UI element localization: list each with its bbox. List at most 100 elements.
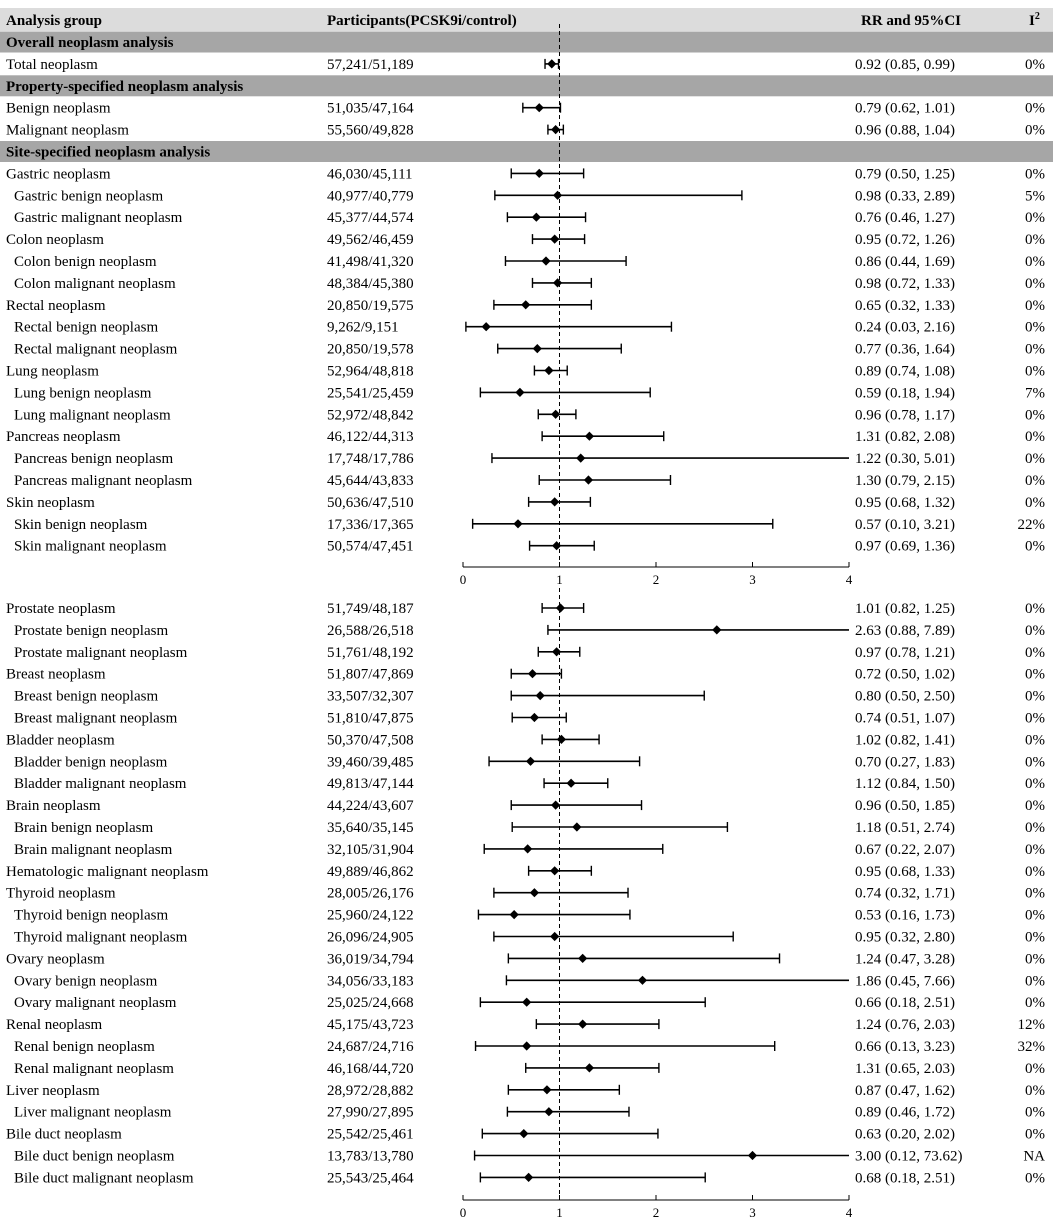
row-i2: 0% bbox=[1025, 864, 1045, 880]
point-estimate-marker bbox=[541, 256, 551, 266]
row-label: Renal benign neoplasm bbox=[14, 1039, 155, 1055]
row-rr-ci: 0.57 (0.10, 3.21) bbox=[855, 517, 955, 533]
row-rr-ci: 0.86 (0.44, 1.69) bbox=[855, 254, 955, 270]
point-estimate-marker bbox=[522, 997, 532, 1007]
forest-row: Rectal malignant neoplasm 20,850/19,578 0.… bbox=[14, 342, 1045, 358]
row-label: Pancreas benign neoplasm bbox=[14, 451, 173, 467]
row-participants: 51,035/47,164 bbox=[327, 101, 414, 117]
row-i2: 12% bbox=[1018, 1017, 1046, 1033]
row-rr-ci: 0.66 (0.13, 3.23) bbox=[855, 1039, 955, 1055]
row-label: Bladder neoplasm bbox=[6, 732, 115, 748]
row-i2: 0% bbox=[1025, 298, 1045, 314]
row-participants: 35,640/35,145 bbox=[327, 820, 414, 836]
row-label: Lung malignant neoplasm bbox=[14, 407, 171, 423]
row-rr-ci: 0.74 (0.51, 1.07) bbox=[855, 711, 955, 727]
row-i2: 0% bbox=[1025, 973, 1045, 989]
row-label: Skin malignant neoplasm bbox=[14, 539, 167, 555]
forest-panel-1: Overall neoplasm analysis Total neoplasm 5… bbox=[0, 24, 1053, 587]
row-i2: 0% bbox=[1025, 1127, 1045, 1143]
row-label: Benign neoplasm bbox=[6, 101, 111, 117]
row-label: Gastric benign neoplasm bbox=[14, 188, 163, 204]
row-participants: 44,224/43,607 bbox=[327, 798, 414, 814]
row-rr-ci: 1.31 (0.82, 2.08) bbox=[855, 429, 955, 445]
point-estimate-marker bbox=[544, 1107, 554, 1117]
row-i2: 7% bbox=[1025, 385, 1045, 401]
point-estimate-marker bbox=[712, 625, 722, 635]
forest-row: Thyroid benign neoplasm 25,960/24,122 0.53… bbox=[14, 908, 1045, 924]
forest-row: Breast malignant neoplasm 51,810/47,875 0.… bbox=[14, 711, 1045, 727]
forest-row: Lung neoplasm 52,964/48,818 0.89 (0.74, 1.… bbox=[6, 364, 1045, 380]
point-estimate-marker bbox=[481, 322, 491, 332]
forest-row: Gastric benign neoplasm 40,977/40,779 0.98… bbox=[14, 188, 1045, 204]
row-label: Rectal neoplasm bbox=[6, 298, 106, 314]
row-participants: 50,370/47,508 bbox=[327, 732, 414, 748]
forest-row: Colon benign neoplasm 41,498/41,320 0.86 (… bbox=[14, 254, 1045, 270]
forest-row: Breast neoplasm 51,807/47,869 0.72 (0.50, … bbox=[6, 667, 1045, 683]
point-estimate-marker bbox=[552, 190, 563, 200]
forest-row: Gastric neoplasm 46,030/45,111 0.79 (0.50,… bbox=[6, 166, 1045, 182]
forest-row: Ovary neoplasm 36,019/34,794 1.24 (0.47, 3… bbox=[6, 951, 1045, 967]
row-i2: 0% bbox=[1025, 451, 1045, 467]
row-rr-ci: 0.95 (0.68, 1.32) bbox=[855, 495, 955, 511]
row-rr-ci: 0.95 (0.72, 1.26) bbox=[855, 232, 955, 248]
x-tick-label: 0 bbox=[460, 1205, 467, 1220]
forest-row: Total neoplasm 57,241/51,189 0.92 (0.85, 0… bbox=[6, 57, 1045, 73]
row-i2: 0% bbox=[1025, 798, 1045, 814]
row-rr-ci: 0.96 (0.78, 1.17) bbox=[855, 407, 955, 423]
row-rr-ci: 1.22 (0.30, 5.01) bbox=[855, 451, 955, 467]
row-label: Ovary benign neoplasm bbox=[14, 973, 158, 989]
row-i2: 0% bbox=[1025, 951, 1045, 967]
point-estimate-marker bbox=[535, 691, 545, 701]
row-participants: 49,562/46,459 bbox=[327, 232, 414, 248]
row-i2: NA bbox=[1023, 1149, 1045, 1165]
point-estimate-marker bbox=[524, 1172, 534, 1182]
row-rr-ci: 0.66 (0.18, 2.51) bbox=[855, 995, 955, 1011]
row-participants: 49,813/47,144 bbox=[327, 776, 414, 792]
row-label: Rectal benign neoplasm bbox=[14, 320, 158, 336]
row-i2: 0% bbox=[1025, 473, 1045, 489]
point-estimate-marker bbox=[583, 475, 594, 485]
row-label: Ovary neoplasm bbox=[6, 951, 105, 967]
forest-row: Colon malignant neoplasm 48,384/45,380 0.9… bbox=[14, 276, 1045, 292]
row-participants: 45,644/43,833 bbox=[327, 473, 414, 489]
point-estimate-marker bbox=[550, 234, 560, 244]
row-rr-ci: 0.87 (0.47, 1.62) bbox=[855, 1083, 955, 1099]
row-rr-ci: 1.86 (0.45, 7.66) bbox=[855, 973, 955, 989]
row-rr-ci: 3.00 (0.12, 73.62) bbox=[855, 1149, 963, 1165]
row-label: Gastric malignant neoplasm bbox=[14, 210, 183, 226]
row-i2: 0% bbox=[1025, 842, 1045, 858]
row-i2: 0% bbox=[1025, 1170, 1045, 1186]
point-estimate-marker bbox=[552, 278, 563, 288]
point-estimate-marker bbox=[556, 734, 567, 744]
forest-row: Prostate benign neoplasm 26,588/26,518 2.6… bbox=[14, 623, 1045, 639]
row-participants: 46,030/45,111 bbox=[327, 166, 413, 182]
row-participants: 17,748/17,786 bbox=[327, 451, 414, 467]
row-rr-ci: 0.98 (0.72, 1.33) bbox=[855, 276, 955, 292]
point-estimate-marker bbox=[584, 431, 595, 441]
row-i2: 0% bbox=[1025, 711, 1045, 727]
row-i2: 0% bbox=[1025, 101, 1045, 117]
row-i2: 0% bbox=[1025, 886, 1045, 902]
row-i2: 0% bbox=[1025, 539, 1045, 555]
row-label: Total neoplasm bbox=[6, 57, 98, 73]
row-rr-ci: 0.67 (0.22, 2.07) bbox=[855, 842, 955, 858]
x-tick-label: 3 bbox=[749, 1205, 756, 1220]
row-label: Pancreas malignant neoplasm bbox=[14, 473, 193, 489]
row-participants: 45,175/43,723 bbox=[327, 1017, 414, 1033]
row-rr-ci: 0.74 (0.32, 1.71) bbox=[855, 886, 955, 902]
row-participants: 28,005/26,176 bbox=[327, 886, 414, 902]
point-estimate-marker bbox=[523, 844, 533, 854]
row-rr-ci: 0.96 (0.88, 1.04) bbox=[855, 123, 955, 139]
row-rr-ci: 0.89 (0.46, 1.72) bbox=[855, 1105, 955, 1121]
forest-row: Renal benign neoplasm 24,687/24,716 0.66 (… bbox=[14, 1039, 1045, 1055]
x-tick-label: 2 bbox=[653, 1205, 660, 1220]
row-label: Liver neoplasm bbox=[6, 1083, 100, 1099]
forest-row: Ovary benign neoplasm 34,056/33,183 1.86 (… bbox=[14, 973, 1045, 989]
point-estimate-marker bbox=[555, 603, 566, 613]
row-participants: 40,977/40,779 bbox=[327, 188, 414, 204]
forest-row: Bladder benign neoplasm 39,460/39,485 0.70… bbox=[14, 754, 1045, 770]
row-i2: 0% bbox=[1025, 645, 1045, 661]
row-i2: 0% bbox=[1025, 342, 1045, 358]
forest-row: Bile duct neoplasm 25,542/25,461 0.63 (0.2… bbox=[6, 1127, 1045, 1143]
row-participants: 46,122/44,313 bbox=[327, 429, 414, 445]
